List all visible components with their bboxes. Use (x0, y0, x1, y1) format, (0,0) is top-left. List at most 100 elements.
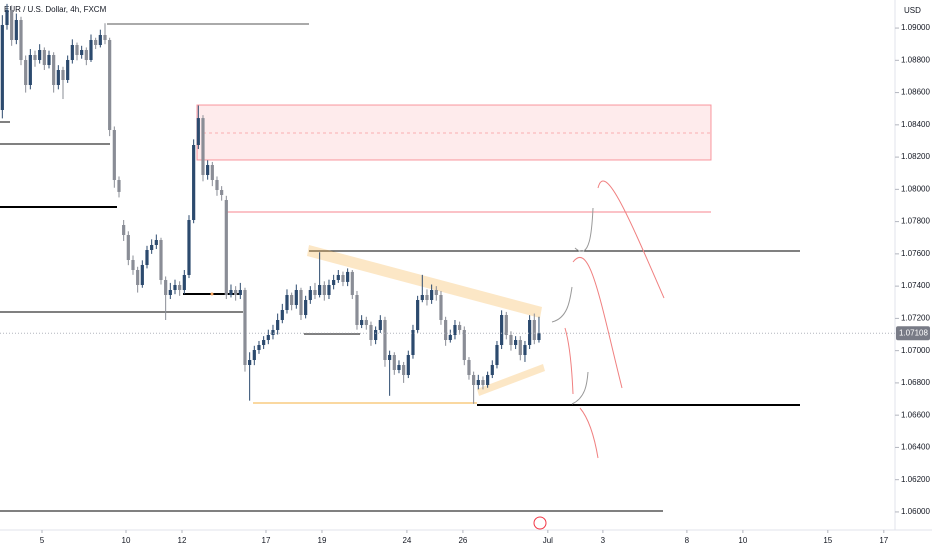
projection-arrow (572, 256, 623, 389)
supply-zone (196, 104, 712, 161)
candle-body (262, 340, 266, 345)
candle-body (532, 320, 536, 340)
candle-body (430, 290, 434, 300)
y-tick-label: 1.08000 (901, 184, 930, 193)
candle-body (14, 20, 18, 40)
candle-body (56, 70, 60, 85)
candle-body (448, 335, 452, 340)
candle-body (47, 55, 51, 65)
x-tick-label: 10 (122, 536, 131, 545)
candle-body (276, 320, 280, 330)
candle-body (136, 270, 140, 285)
projection-arrow (551, 286, 573, 323)
candle-body (304, 300, 308, 315)
candle-body (537, 333, 541, 340)
candle-body (182, 275, 186, 290)
candle-body (434, 290, 438, 295)
candle-body (159, 240, 163, 280)
candle-body (201, 118, 205, 175)
y-tick-label: 1.06200 (901, 475, 930, 484)
y-tick-label: 1.06800 (901, 378, 930, 387)
y-tick-label: 1.06600 (901, 410, 930, 419)
candle-body (495, 345, 499, 365)
candle-body (285, 295, 289, 310)
event-icon (533, 516, 547, 530)
y-tick-label: 1.08600 (901, 88, 930, 97)
candle-body (462, 330, 466, 360)
candle-body (453, 325, 457, 335)
y-tick-label: 1.07200 (901, 313, 930, 322)
candle-body (528, 320, 532, 345)
candle-body (80, 50, 84, 55)
candle-body (374, 330, 378, 340)
candle-body (89, 40, 93, 60)
candle-body (397, 365, 401, 370)
candle-body (332, 280, 336, 285)
candle-body (206, 165, 210, 175)
candle-body (248, 360, 252, 365)
candle-body (299, 290, 303, 315)
candle-body (229, 290, 233, 295)
candle-body (355, 295, 359, 325)
candle-body (416, 300, 420, 330)
triangle-bottom (477, 364, 545, 396)
x-tick-label: 24 (402, 536, 411, 545)
candle-body (350, 271, 354, 295)
candle-body (126, 235, 130, 260)
y-tick-label: 1.08400 (901, 120, 930, 129)
x-tick-label: 5 (40, 536, 45, 545)
candle-body (509, 335, 513, 345)
candle-body (388, 355, 392, 360)
candle-body (243, 290, 247, 365)
y-tick-label: 1.09000 (901, 23, 930, 32)
candle-body (378, 320, 382, 330)
candle-body (252, 350, 256, 360)
x-tick-label: Jul (543, 536, 553, 545)
candle-body (439, 295, 443, 320)
y-tick-label: 1.07800 (901, 217, 930, 226)
candle-body (94, 40, 98, 45)
candle-body (294, 290, 298, 305)
candle-body (52, 55, 56, 85)
candle-body (28, 55, 32, 85)
candle-body (458, 325, 462, 330)
projection-arrow (579, 407, 599, 459)
y-tick-label: 1.07400 (901, 281, 930, 290)
last-price-label: 1.07108 (899, 328, 928, 337)
x-tick-label: 3 (601, 536, 606, 545)
candle-body (523, 345, 527, 355)
candle-body (318, 285, 322, 295)
candle-body (313, 290, 317, 295)
candle-body (383, 320, 387, 360)
candle-body (364, 320, 368, 325)
candle-body (406, 355, 410, 375)
candle-body (38, 50, 42, 60)
candle-body (234, 290, 238, 295)
candle-body (210, 165, 214, 180)
x-tick-label: 17 (262, 536, 271, 545)
candle-body (514, 340, 518, 345)
candle-body (266, 335, 270, 340)
candle-body (10, 10, 14, 40)
candle-body (66, 60, 70, 80)
y-tick-label: 1.08200 (901, 152, 930, 161)
candle-body (108, 40, 112, 130)
candle-body (215, 180, 219, 190)
candle-body (168, 290, 172, 295)
y-tick-label: 1.07000 (901, 346, 930, 355)
y-tick-label: 1.07600 (901, 249, 930, 258)
candle-body (257, 345, 261, 350)
candle-body (518, 340, 522, 355)
candle-body (42, 50, 46, 65)
candle-body (271, 330, 275, 335)
projection-arrow (574, 207, 594, 252)
candle-body (0, 25, 4, 110)
x-tick-label: 26 (458, 536, 467, 545)
projection-arrow (571, 371, 589, 405)
candle-body (5, 10, 9, 25)
candle-body (369, 325, 373, 340)
candle-body (290, 295, 294, 305)
candle-body (467, 360, 471, 375)
x-tick-label: 19 (318, 536, 327, 545)
